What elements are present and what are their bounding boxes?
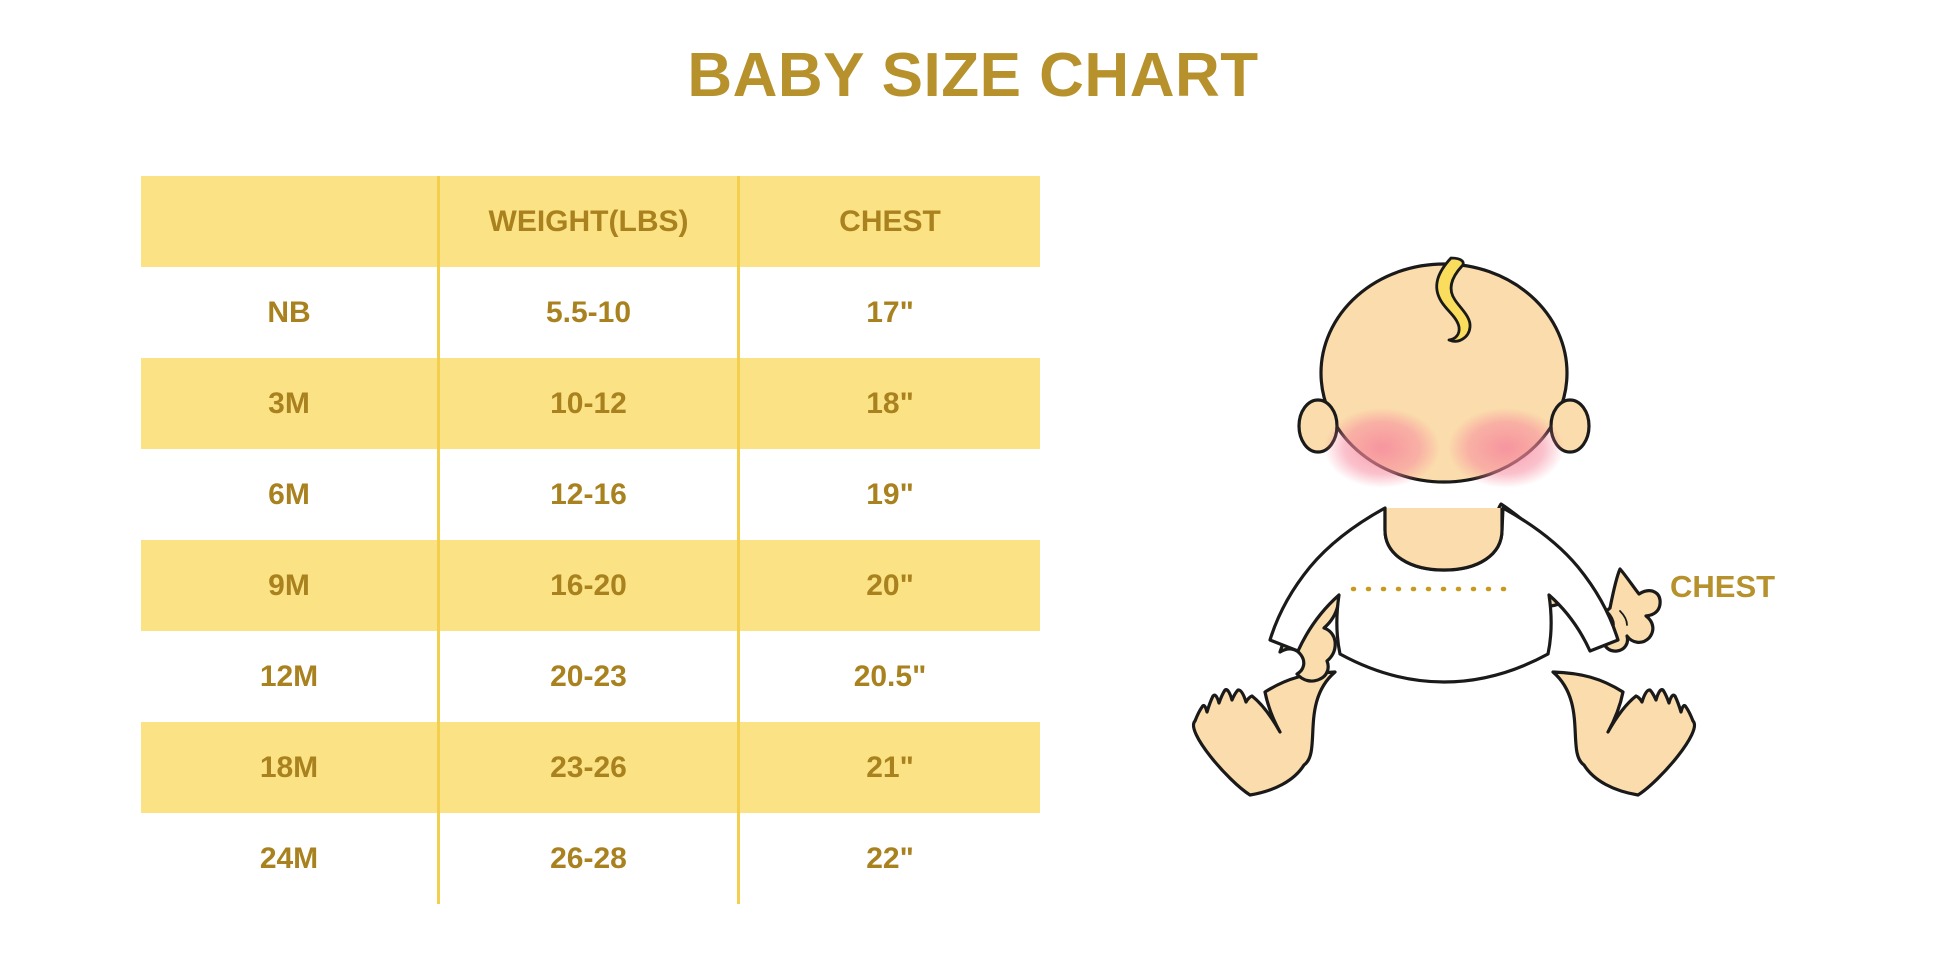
svg-text:CHEST: CHEST [1670,569,1775,604]
